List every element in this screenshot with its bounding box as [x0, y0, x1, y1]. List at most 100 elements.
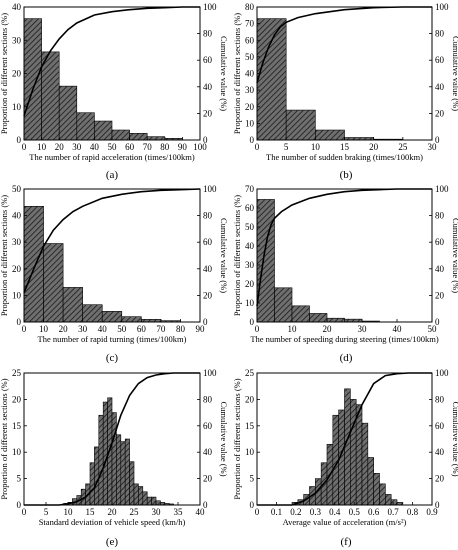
histogram-bar — [133, 483, 139, 506]
y-tick-label: 20 — [12, 264, 22, 274]
x-tick-label: 20 — [369, 142, 379, 152]
x-tick-label: 20 — [59, 324, 69, 334]
histogram-bar — [76, 112, 95, 141]
y-tick-label: 0 — [250, 317, 255, 327]
histogram-bar — [120, 441, 126, 506]
x-tick-label: 10 — [39, 324, 49, 334]
x-tick-label: 40 — [196, 507, 206, 517]
y-tick-label: 10 — [245, 447, 255, 457]
histogram-bar — [62, 287, 83, 323]
histogram-bar — [58, 85, 78, 141]
y2-tick-label: 0 — [203, 500, 208, 510]
x-tick-label: 30 — [72, 142, 82, 152]
x-axis-label: The number of rapid acceleration (times/… — [29, 152, 195, 162]
x-tick-label: 5 — [44, 507, 49, 517]
y-axis-label: Proportion of different sections (%) — [232, 195, 242, 316]
y2-tick-label: 100 — [203, 2, 217, 12]
x-tick-label: 0.6 — [368, 507, 380, 517]
panel-label: (b) — [340, 169, 353, 181]
y-tick-label: 5 — [250, 474, 255, 484]
x-tick-label: 35 — [174, 507, 184, 517]
y2-tick-label: 60 — [435, 421, 445, 431]
x-tick-label: 0 — [22, 507, 27, 517]
panel-label: (c) — [106, 352, 119, 364]
x-tick-label: 40 — [393, 324, 403, 334]
chart-panel-5: 0 5 10 15 20 25 30 35 400510152025020406080100St… — [0, 368, 229, 548]
x-tick-label: 30 — [428, 142, 438, 152]
x-tick-label: 70 — [143, 142, 153, 152]
x-tick-label: 80 — [176, 324, 186, 334]
y-tick-label: 50 — [12, 184, 22, 194]
y-tick-label: 30 — [245, 85, 255, 95]
cumulative-line — [23, 6, 200, 117]
x-tick-label: 60 — [137, 324, 147, 334]
histogram-bar — [344, 388, 351, 506]
y-tick-label: 10 — [245, 118, 255, 128]
plot-frame — [23, 188, 201, 323]
cumulative-line — [256, 6, 432, 84]
x-tick-label: 0.4 — [329, 507, 341, 517]
y2-tick-label: 0 — [203, 317, 208, 327]
y-tick-label: 80 — [245, 2, 255, 12]
y2-tick-label: 80 — [203, 29, 213, 39]
y2-tick-label: 20 — [203, 290, 213, 300]
cumulative-line — [24, 372, 200, 506]
y2-tick-label: 20 — [435, 290, 445, 300]
x-tick-label: 30 — [358, 324, 368, 334]
y2-tick-label: 40 — [435, 82, 445, 92]
histogram-bar — [355, 404, 363, 506]
y-tick-label: 10 — [12, 102, 22, 112]
y2-tick-label: 80 — [203, 394, 213, 404]
x-tick-label: 0.3 — [310, 507, 322, 517]
x-tick-label: 90 — [196, 324, 206, 334]
x-tick-label: 0.8 — [407, 507, 419, 517]
y2-tick-label: 40 — [435, 447, 445, 457]
y-tick-label: 50 — [245, 222, 255, 232]
y2-axis-label: Cumulative value (%) — [451, 218, 458, 293]
y2-axis-label: Cumulative value (%) — [451, 36, 458, 111]
y-axis-label: Proportion of different sections (%) — [232, 13, 242, 134]
plot-frame — [256, 188, 433, 323]
y-tick-label: 0 — [17, 317, 22, 327]
y-tick-label: 10 — [12, 447, 22, 457]
histogram-bar — [256, 18, 287, 141]
chart-panel-2: 0 5 10 15 20 25 300102030405060708002040608010… — [232, 2, 458, 181]
y2-tick-label: 40 — [203, 82, 213, 92]
y2-tick-label: 80 — [203, 211, 213, 221]
x-tick-label: 10 — [288, 324, 298, 334]
x-tick-label: 0.5 — [349, 507, 361, 517]
panel-label: (a) — [106, 169, 119, 181]
y-tick-label: 40 — [12, 211, 22, 221]
y-tick-label: 70 — [245, 19, 255, 29]
y2-tick-label: 60 — [435, 55, 445, 65]
y-tick-label: 40 — [245, 69, 255, 79]
y2-tick-label: 20 — [203, 474, 213, 484]
y2-tick-label: 20 — [203, 108, 213, 118]
y-tick-label: 50 — [245, 52, 255, 62]
y-tick-label: 15 — [245, 421, 255, 431]
x-tick-label: 20 — [108, 507, 118, 517]
panel-label: (e) — [106, 536, 119, 548]
y-axis-label: Proportion of different sections (%) — [0, 378, 9, 499]
y-tick-label: 25 — [12, 368, 22, 378]
y2-tick-label: 20 — [435, 474, 445, 484]
histogram-bar — [256, 199, 275, 323]
x-tick-label: 0 — [255, 324, 260, 334]
y-tick-label: 15 — [12, 421, 22, 431]
x-tick-label: 30 — [152, 507, 162, 517]
y-tick-label: 10 — [12, 290, 22, 300]
x-tick-label: 60 — [125, 142, 135, 152]
cumulative-line — [257, 372, 432, 506]
histogram-bar — [142, 491, 148, 506]
histogram-bar — [94, 120, 113, 141]
x-tick-label: 0.2 — [290, 507, 301, 517]
y2-tick-label: 60 — [203, 421, 213, 431]
histogram-bar — [124, 438, 130, 506]
chart-panel-6: 0 0.1 0.2 0.3 0.4 0.5 0.6 0.7 0.8 0.9051015202502… — [232, 368, 458, 548]
chart-panel-4: 0 10 20 30 40 50010203040506070020406080100Th… — [232, 184, 458, 364]
y2-tick-label: 40 — [203, 447, 213, 457]
histogram-bar — [315, 129, 345, 141]
x-axis-label: Standard deviation of vehicle speed (km/… — [39, 517, 186, 527]
histogram-bar — [309, 313, 328, 323]
